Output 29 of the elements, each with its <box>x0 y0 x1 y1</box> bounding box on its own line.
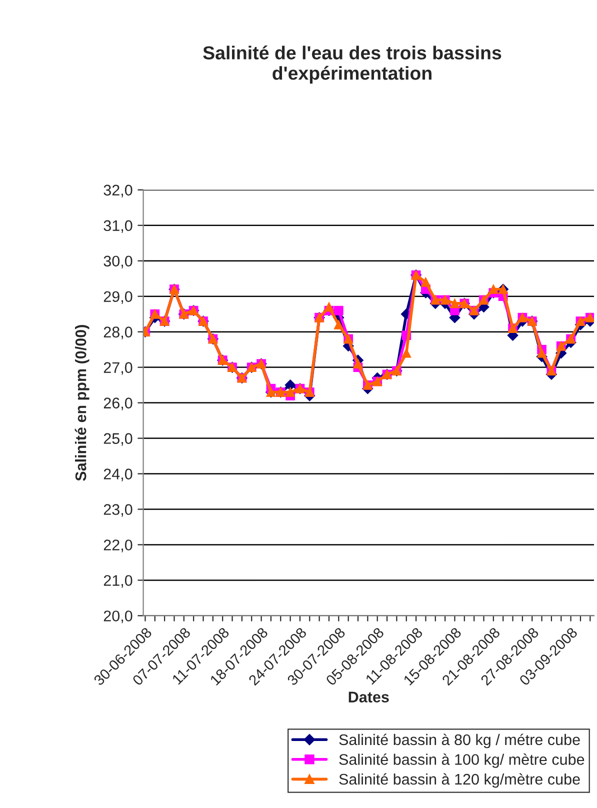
y-tick-label: 20,0 <box>104 610 132 624</box>
point <box>286 387 295 397</box>
legend-label: Salinité bassin à 120 kg/mètre cube <box>339 773 580 788</box>
point <box>334 320 344 330</box>
point <box>334 306 344 316</box>
point <box>537 348 546 358</box>
point <box>324 302 334 312</box>
chart-title: Salinité de l'eau des trois bassins d'expérimentation <box>203 46 502 84</box>
y-tick-label: 28,0 <box>104 326 132 340</box>
x-axis-title: Dates <box>348 692 389 702</box>
y-tick-label: 22,0 <box>104 540 132 552</box>
y-tick-label: 24,0 <box>104 468 132 482</box>
y-tick-label: 25,0 <box>104 433 132 446</box>
point <box>421 277 430 287</box>
point <box>450 298 460 308</box>
point <box>402 348 412 358</box>
y-tick-label: 21,0 <box>104 575 132 588</box>
point <box>488 284 498 294</box>
y-tick-label: 30,0 <box>104 256 132 268</box>
y-tick-label: 31,0 <box>104 220 132 233</box>
point <box>353 359 363 368</box>
legend-label: Salinité bassin à 80 kg / métre cube <box>339 734 580 748</box>
y-tick-label: 29,0 <box>104 291 132 304</box>
y-tick-label: 32,0 <box>104 184 132 198</box>
y-tick-label: 23,0 <box>104 504 132 517</box>
y-tick-label: 26,0 <box>104 398 132 410</box>
legend-label: Salinité bassin à 100 kg/ mètre cube <box>339 754 584 768</box>
y-tick-label: 27,0 <box>104 362 132 375</box>
y-axis-title: Salinité en ppm (0/00) <box>74 325 90 481</box>
